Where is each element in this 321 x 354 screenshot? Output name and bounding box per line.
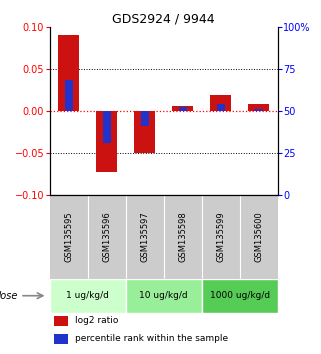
Bar	[172, 107, 193, 110]
Text: dose: dose	[0, 291, 18, 301]
Text: 1000 ug/kg/d: 1000 ug/kg/d	[210, 291, 270, 300]
Text: GSM135596: GSM135596	[102, 211, 111, 262]
Bar	[58, 35, 79, 110]
Bar	[54, 316, 68, 326]
Bar	[126, 279, 202, 313]
Text: 1 ug/kg/d: 1 ug/kg/d	[66, 291, 109, 300]
Bar	[141, 110, 149, 126]
Text: GSM135595: GSM135595	[64, 211, 73, 262]
Bar	[255, 109, 263, 110]
Bar	[202, 279, 278, 313]
Text: GSM135597: GSM135597	[140, 211, 149, 262]
Bar	[54, 334, 68, 343]
Bar	[102, 110, 111, 143]
Bar	[210, 96, 231, 110]
Text: 10 ug/kg/d: 10 ug/kg/d	[139, 291, 188, 300]
Text: GSM135599: GSM135599	[216, 211, 225, 262]
Bar	[178, 107, 187, 110]
Bar	[96, 110, 117, 172]
Text: percentile rank within the sample: percentile rank within the sample	[75, 334, 228, 343]
Bar	[65, 80, 73, 110]
Bar	[216, 104, 225, 110]
Text: GSM135598: GSM135598	[178, 211, 187, 262]
Bar	[50, 279, 126, 313]
Text: GSM135600: GSM135600	[254, 211, 263, 262]
Text: log2 ratio: log2 ratio	[75, 316, 118, 325]
Title: GDS2924 / 9944: GDS2924 / 9944	[112, 12, 215, 25]
Bar	[134, 110, 155, 153]
Bar	[248, 104, 269, 110]
